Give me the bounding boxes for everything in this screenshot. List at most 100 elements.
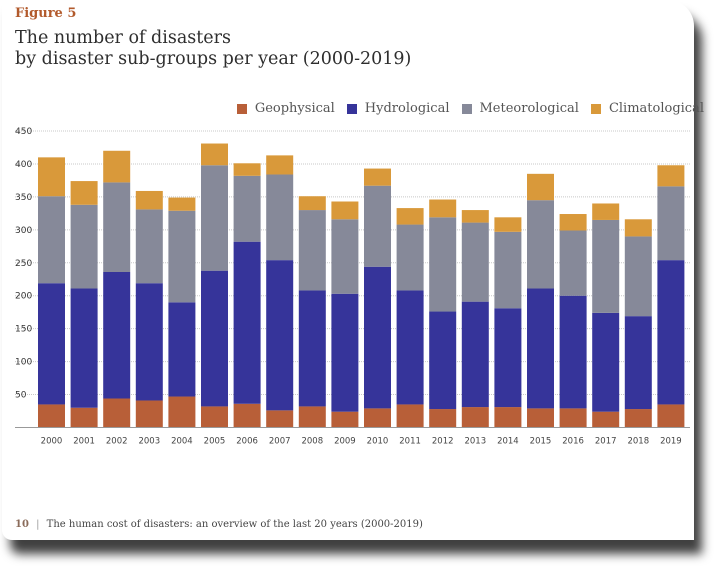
bar-segment-geophysical: [527, 408, 554, 428]
bar-segment-meteorological: [298, 210, 326, 291]
y-tick-label: 150: [15, 325, 32, 335]
legend-item-hydrological: Hydrological: [346, 101, 450, 116]
bar-segment-hydrological: [657, 260, 685, 405]
bar-segment-climatological: [168, 197, 196, 211]
x-tick-label: 2008: [301, 437, 323, 447]
bar-segment-geophysical: [396, 404, 424, 428]
x-tick-label: 2009: [334, 437, 356, 447]
bar-segment-climatological: [624, 219, 652, 237]
bar-segment-climatological: [38, 157, 65, 197]
bar-segment-climatological: [559, 214, 587, 231]
bar-segment-climatological: [233, 163, 261, 176]
bar-segment-meteorological: [70, 204, 98, 289]
bar-segment-hydrological: [298, 290, 326, 407]
bar-segment-meteorological: [168, 210, 196, 303]
y-tick-label: 400: [15, 160, 32, 170]
bar-segment-meteorological: [266, 174, 294, 261]
bar-segment-geophysical: [331, 411, 359, 428]
bar-segment-geophysical: [233, 403, 261, 428]
bar-segment-climatological: [70, 181, 98, 205]
bar-segment-climatological: [201, 143, 228, 166]
bar-segment-geophysical: [461, 407, 489, 428]
x-tick-label: 2011: [399, 437, 421, 447]
bar-segment-geophysical: [168, 396, 196, 428]
y-tick-label: 100: [15, 358, 32, 368]
y-tick-label: 300: [15, 226, 32, 236]
bar-segment-hydrological: [38, 283, 65, 405]
bar-segment-hydrological: [135, 283, 163, 401]
bar-segment-geophysical: [70, 407, 98, 428]
bar-segment-meteorological: [233, 175, 261, 242]
bar-segment-meteorological: [429, 217, 457, 312]
bar-segment-hydrological: [266, 260, 294, 411]
page-footer: 10 | The human cost of disasters: an ove…: [15, 519, 423, 530]
bar-segment-climatological: [298, 196, 326, 211]
x-tick-label: 2013: [464, 437, 486, 447]
x-tick-label: 2002: [106, 437, 128, 447]
x-tick-label: 2003: [138, 437, 160, 447]
bar-segment-meteorological: [396, 224, 424, 291]
bar-segment-meteorological: [657, 186, 685, 261]
title-line-1: The number of disasters: [15, 28, 231, 48]
bar-segment-climatological: [364, 168, 391, 186]
x-tick-label: 2018: [627, 437, 649, 447]
bar-segment-hydrological: [233, 241, 261, 404]
bar-segment-hydrological: [201, 270, 228, 407]
bar-segment-meteorological: [592, 219, 620, 313]
bar-segment-climatological: [461, 210, 489, 223]
bar-segment-climatological: [266, 155, 294, 175]
x-tick-label: 2006: [236, 437, 258, 447]
bar-segment-hydrological: [331, 293, 359, 412]
x-tick-label: 2017: [595, 437, 617, 447]
x-tick-label: 2001: [73, 437, 95, 447]
chart-title: The number of disasters by disaster sub-…: [15, 28, 411, 70]
x-tick-label: 2014: [497, 437, 519, 447]
bar-segment-hydrological: [559, 295, 587, 409]
bar-segment-geophysical: [429, 409, 457, 428]
bar-segment-hydrological: [429, 311, 457, 410]
bar-segment-climatological: [331, 201, 359, 220]
x-tick-label: 2004: [171, 437, 193, 447]
legend-swatch: [461, 103, 472, 114]
bar-segment-climatological: [103, 150, 131, 183]
bar-segment-hydrological: [103, 272, 131, 399]
bar-segment-climatological: [527, 173, 554, 201]
bar-segment-geophysical: [592, 411, 620, 428]
legend-item-meteorological: Meteorological: [461, 101, 579, 116]
legend-swatch: [590, 103, 601, 114]
bar-segment-hydrological: [624, 316, 652, 410]
x-tick-label: 2007: [269, 437, 291, 447]
bar-segment-geophysical: [657, 404, 685, 428]
y-tick-label: 50: [15, 391, 27, 401]
y-tick-label: 250: [15, 259, 32, 269]
bar-segment-climatological: [494, 217, 522, 232]
bar-segment-geophysical: [266, 410, 294, 428]
legend: Geophysical Hydrological Meteorological …: [236, 101, 704, 116]
bar-segment-geophysical: [624, 409, 652, 428]
bar-segment-meteorological: [201, 165, 228, 271]
bar-segment-climatological: [396, 208, 424, 225]
legend-label: Geophysical: [254, 101, 335, 116]
bar-segment-meteorological: [38, 196, 65, 284]
x-tick-label: 2016: [562, 437, 584, 447]
bar-segment-hydrological: [364, 266, 391, 409]
bar-segment-climatological: [657, 165, 685, 187]
legend-item-geophysical: Geophysical: [236, 101, 335, 116]
y-tick-label: 450: [15, 127, 32, 137]
legend-label: Climatological: [608, 101, 704, 116]
figure-label: Figure 5: [15, 6, 77, 21]
bar-segment-meteorological: [527, 200, 554, 289]
x-tick-label: 2010: [367, 437, 389, 447]
bar-segment-meteorological: [624, 236, 652, 317]
bar-segment-geophysical: [298, 406, 326, 428]
y-tick-label: 350: [15, 193, 32, 203]
footer-separator: |: [36, 519, 40, 530]
bar-segment-hydrological: [494, 308, 522, 408]
bar-segment-hydrological: [396, 290, 424, 405]
page-number: 10: [15, 519, 29, 530]
footer-text: The human cost of disasters: an overview…: [46, 519, 423, 530]
bar-segment-geophysical: [559, 408, 587, 428]
x-tick-label: 2012: [432, 437, 454, 447]
bar-segment-geophysical: [135, 400, 163, 428]
